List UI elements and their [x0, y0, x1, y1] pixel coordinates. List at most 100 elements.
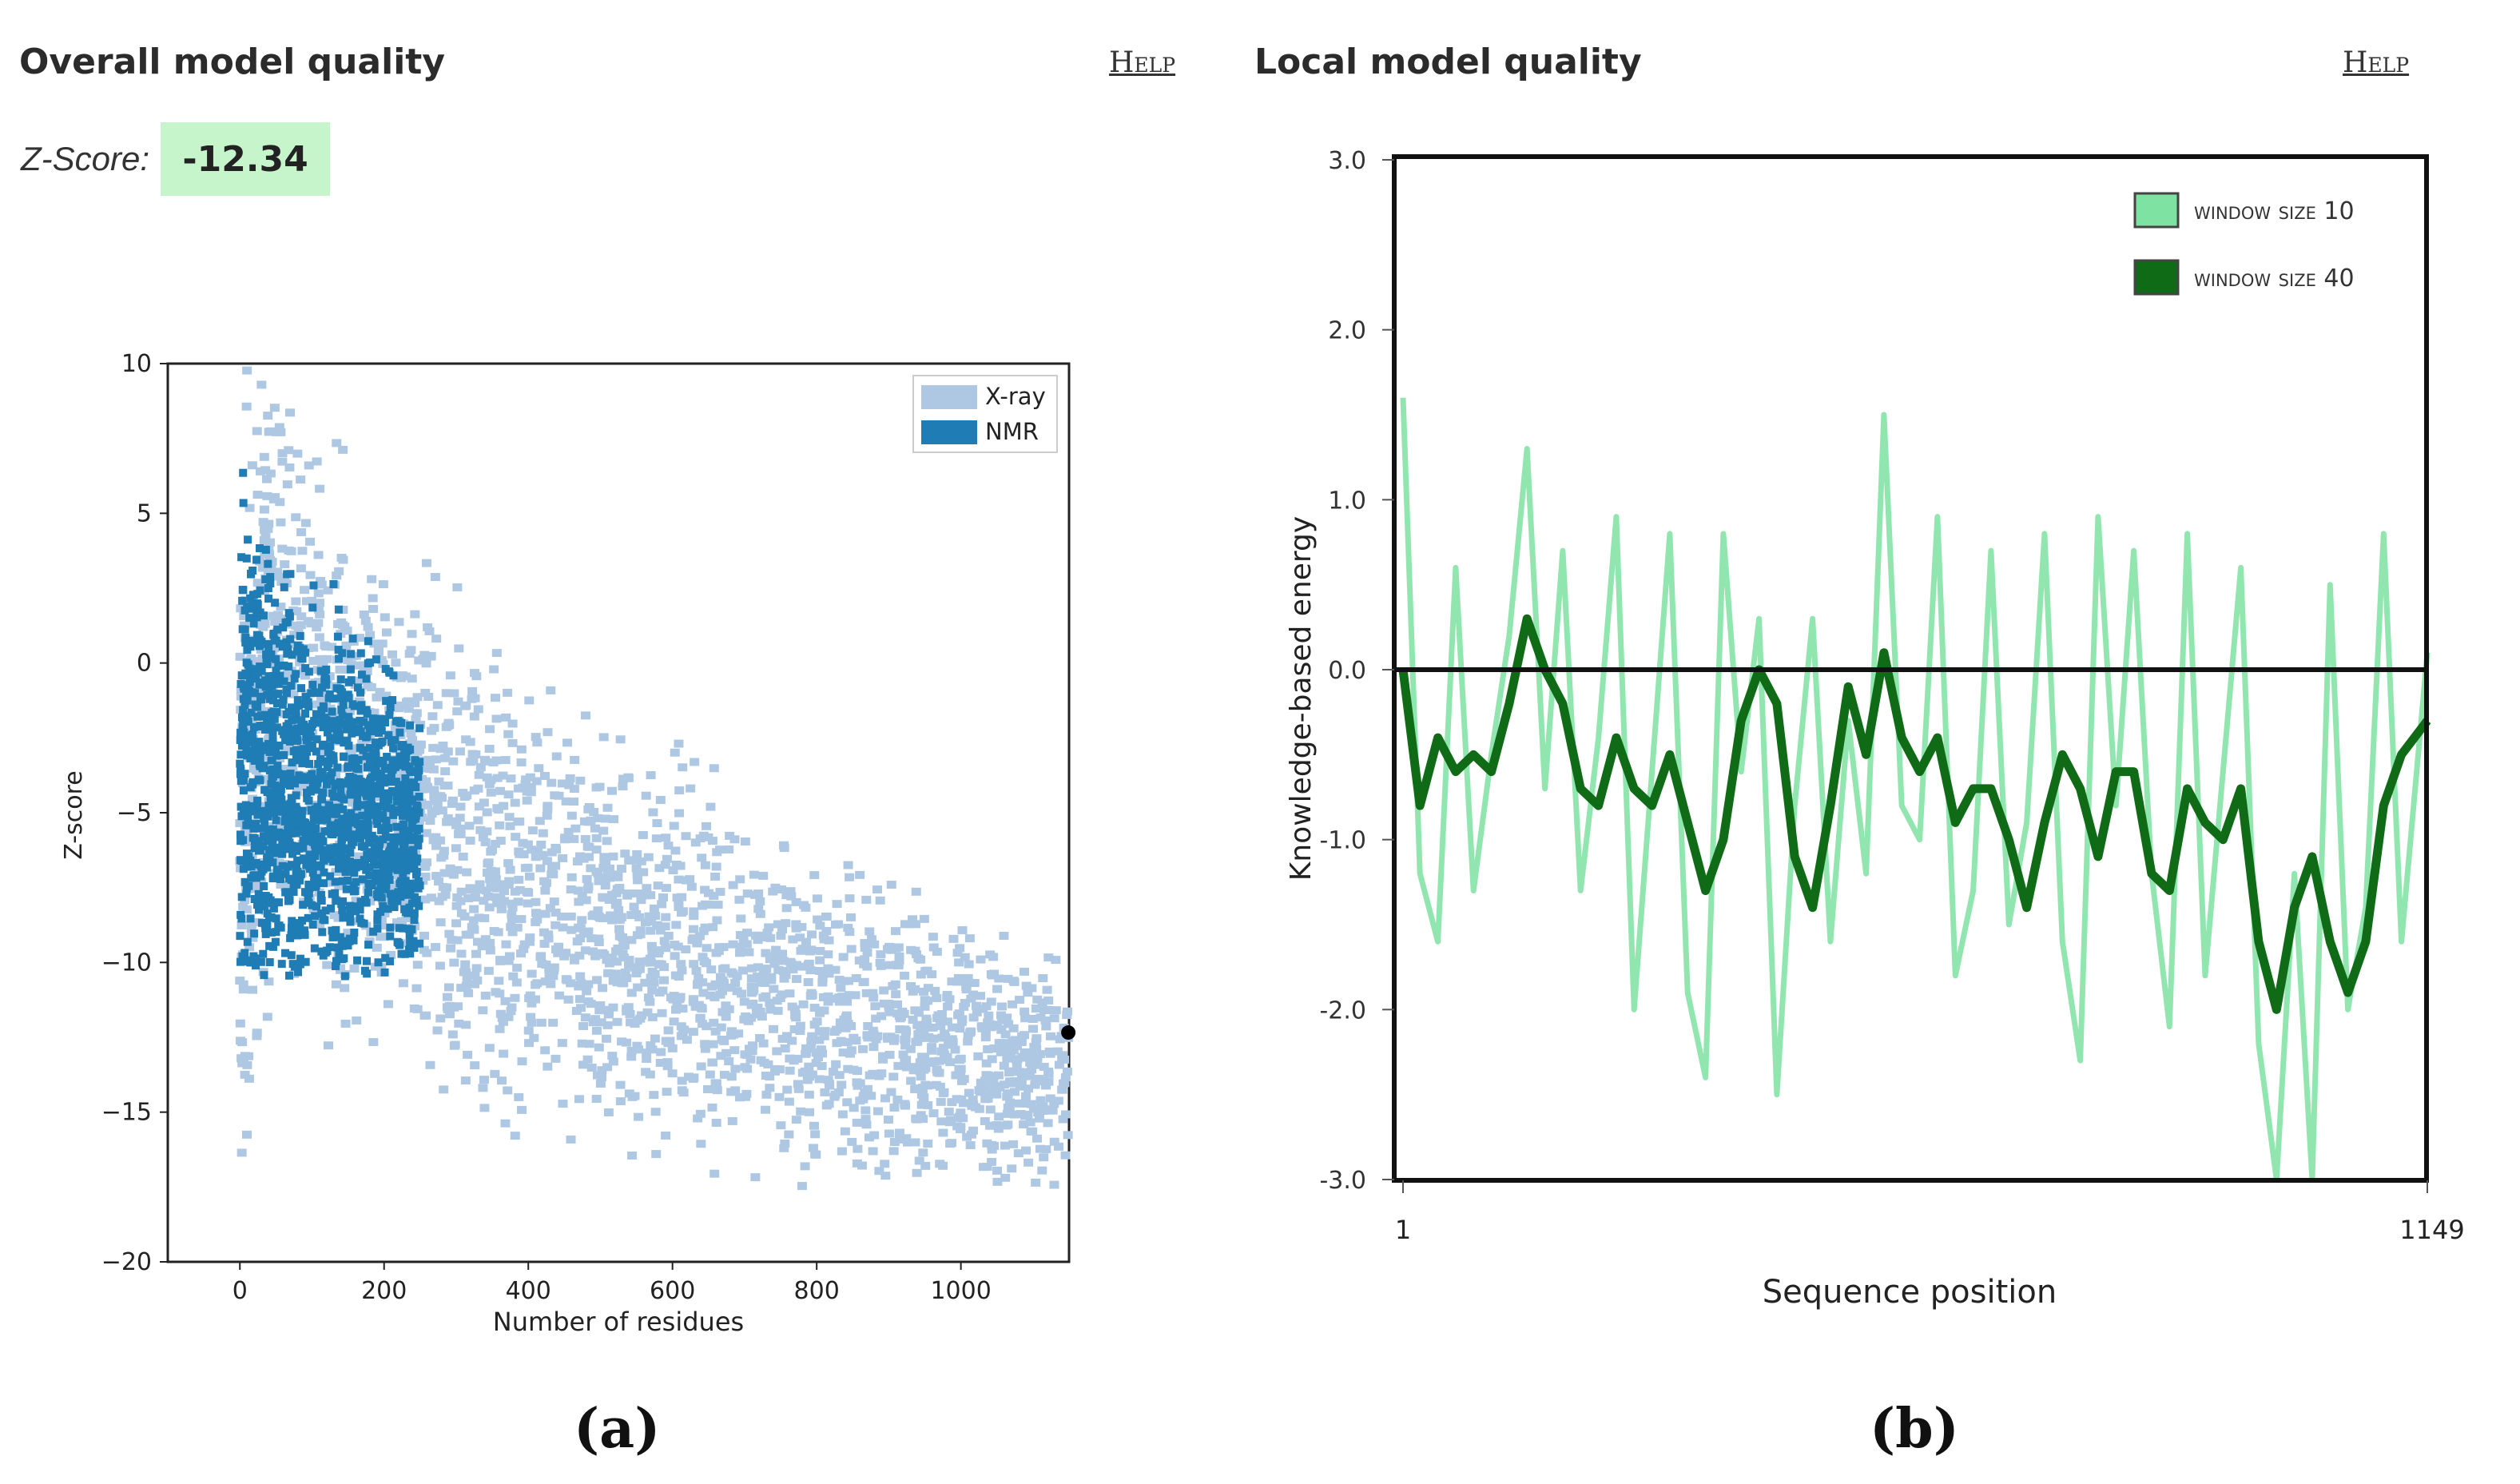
- xray-point: [503, 730, 514, 738]
- xray-point: [670, 952, 680, 961]
- xray-point: [598, 893, 608, 901]
- nmr-point: [386, 923, 395, 932]
- xray-point: [482, 808, 492, 817]
- xray-point: [304, 461, 314, 470]
- xray-point: [753, 905, 764, 913]
- nmr-point: [411, 756, 419, 765]
- xray-point: [766, 976, 777, 985]
- xray-point: [484, 1044, 495, 1052]
- xray-point: [765, 933, 776, 942]
- xray-point: [711, 949, 721, 957]
- xray-point: [470, 893, 480, 902]
- xray-point: [367, 575, 377, 583]
- xray-point: [761, 1105, 771, 1114]
- nmr-point: [381, 953, 390, 962]
- nmr-point: [268, 858, 277, 867]
- xray-point: [670, 1005, 681, 1014]
- xray-point: [451, 821, 462, 830]
- nmr-point: [332, 803, 340, 812]
- xray-point: [815, 921, 825, 930]
- xray-point: [1041, 1022, 1051, 1031]
- nmr-point: [325, 943, 334, 952]
- xray-point: [849, 1104, 859, 1112]
- nmr-point: [338, 711, 347, 720]
- xray-point: [987, 1055, 997, 1064]
- xray-point: [1008, 1000, 1018, 1009]
- xray-point: [814, 1027, 825, 1036]
- xray-point: [599, 853, 610, 861]
- xray-point: [1043, 1077, 1054, 1086]
- nmr-point: [288, 794, 296, 803]
- nmr-point: [406, 721, 415, 730]
- xray-point: [469, 712, 479, 721]
- xray-point: [777, 1034, 788, 1043]
- nmr-point: [238, 625, 247, 634]
- nmr-point: [237, 893, 246, 901]
- xray-point: [312, 457, 322, 466]
- xray-point: [244, 1074, 254, 1083]
- xray-point: [908, 1066, 919, 1075]
- xray-point: [247, 461, 257, 470]
- xray-point: [543, 934, 554, 943]
- nmr-point: [264, 643, 273, 651]
- xray-point: [641, 918, 651, 927]
- xray-point: [975, 1088, 985, 1096]
- xray-point: [613, 873, 623, 881]
- xray-point: [679, 1025, 690, 1034]
- nmr-point: [372, 766, 380, 775]
- xray-point: [464, 930, 475, 939]
- xray-point: [892, 961, 902, 969]
- xray-point: [380, 613, 390, 622]
- xray-point: [868, 1069, 878, 1078]
- nmr-point: [328, 846, 336, 855]
- xray-point: [598, 733, 609, 742]
- nmr-point: [360, 801, 368, 810]
- xray-point: [514, 847, 524, 856]
- xray-point: [352, 770, 362, 778]
- xray-point: [669, 1017, 679, 1026]
- nmr-point: [308, 680, 317, 689]
- nmr-point: [371, 843, 380, 852]
- nmr-point: [264, 913, 273, 922]
- xray-point: [598, 863, 609, 872]
- xray-point: [357, 739, 368, 748]
- xray-point: [1056, 1032, 1067, 1040]
- xray-point: [646, 771, 656, 780]
- xray-point: [712, 848, 722, 857]
- xray-point: [601, 857, 611, 866]
- nmr-point: [236, 750, 245, 759]
- nmr-point: [286, 770, 295, 778]
- nmr-point: [273, 625, 282, 634]
- overall-help-link[interactable]: Help: [1109, 46, 1176, 79]
- xray-point: [292, 449, 303, 458]
- xray-point: [451, 901, 462, 910]
- xray-point: [235, 652, 245, 661]
- nmr-point: [318, 742, 327, 750]
- xray-point: [968, 1013, 979, 1022]
- xray-point: [902, 1138, 912, 1147]
- xray-point: [258, 623, 268, 631]
- zscore-x-tick-label: 400: [506, 1277, 551, 1305]
- xray-point: [889, 1103, 900, 1112]
- nmr-point: [261, 545, 270, 554]
- xray-point: [756, 1056, 766, 1064]
- nmr-point: [322, 680, 331, 689]
- xray-point: [960, 953, 970, 961]
- nmr-point: [247, 862, 256, 871]
- xray-point: [474, 913, 484, 922]
- local-help-link[interactable]: Help: [2343, 46, 2410, 79]
- nmr-point: [239, 714, 248, 722]
- zscore-x-tick-label: 600: [650, 1277, 695, 1305]
- zscore-label: Z-Score:: [21, 140, 150, 177]
- xray-point: [594, 1006, 605, 1015]
- xray-point: [304, 644, 314, 653]
- energy-x-tick-start: 1: [1395, 1215, 1411, 1245]
- nmr-point: [261, 892, 270, 901]
- xray-point: [248, 764, 259, 773]
- xray-point: [812, 894, 822, 903]
- xray-point: [660, 922, 670, 931]
- xray-point: [301, 597, 312, 606]
- xray-point: [435, 918, 446, 927]
- xray-point: [630, 963, 640, 972]
- xray-point: [429, 792, 439, 801]
